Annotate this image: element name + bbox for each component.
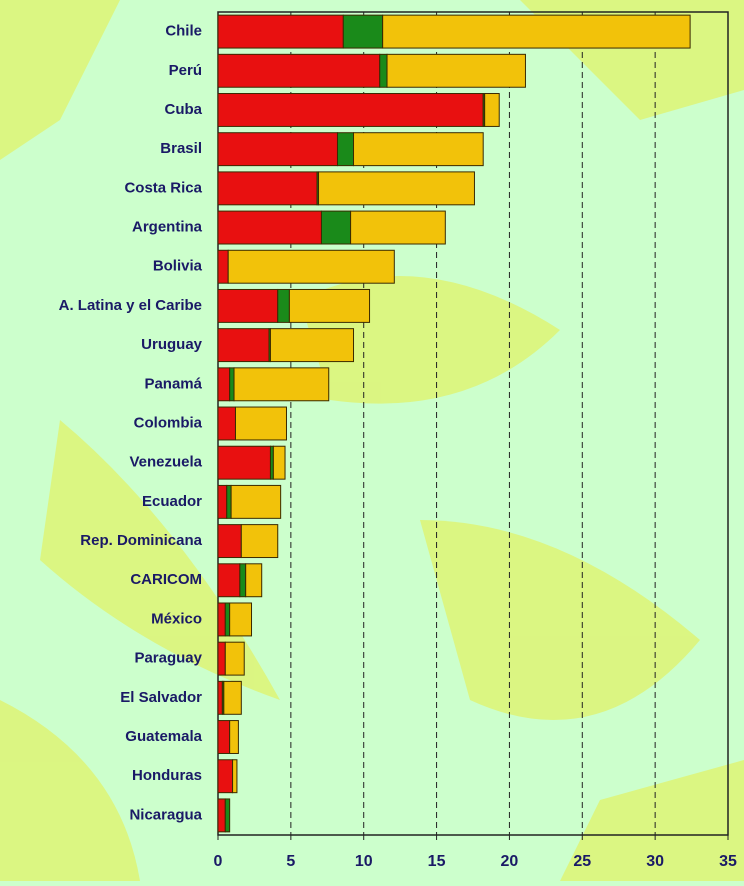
bar-segment <box>383 15 690 48</box>
bar-segment <box>231 485 281 518</box>
x-tick-label: 20 <box>501 853 519 870</box>
y-tick-label: Cuba <box>165 101 203 118</box>
y-tick-label: Uruguay <box>141 336 203 353</box>
y-tick-label: Venezuela <box>129 454 202 471</box>
x-tick-label: 25 <box>573 853 591 870</box>
bar-segment <box>228 250 394 283</box>
y-tick-label: CARICOM <box>130 571 202 588</box>
bar-segment <box>218 329 269 362</box>
bar-segment <box>218 407 235 440</box>
y-tick-label: Bolivia <box>153 258 203 275</box>
bar-segment <box>230 603 252 636</box>
bar-segment <box>218 760 233 793</box>
bar-segment <box>218 681 222 714</box>
y-tick-label: Argentina <box>132 219 203 236</box>
bar-segment <box>218 54 380 87</box>
y-tick-label: Panamá <box>144 375 202 392</box>
bar-segment <box>218 289 278 322</box>
y-tick-label: Nicaragua <box>129 806 202 823</box>
bar-segment <box>230 368 234 401</box>
bar-segment <box>218 642 225 675</box>
bar-segment <box>218 721 230 754</box>
bar-segment <box>240 564 246 597</box>
bar-segment <box>485 94 500 127</box>
bar-segment <box>218 446 270 479</box>
bar-segment <box>351 211 446 244</box>
bar-segment <box>225 603 229 636</box>
y-tick-label: Perú <box>169 62 202 79</box>
bar-segment <box>225 799 229 832</box>
bar-segment <box>218 799 225 832</box>
x-tick-label: 30 <box>646 853 664 870</box>
x-tick-label: 0 <box>214 853 223 870</box>
y-tick-label: Costa Rica <box>124 179 202 196</box>
bar-segment <box>218 250 228 283</box>
bar-segment <box>224 681 241 714</box>
bar-segment <box>321 211 350 244</box>
y-tick-label: Chile <box>165 23 202 40</box>
y-tick-label: México <box>151 610 202 627</box>
y-tick-label: Brasil <box>160 140 202 157</box>
bar-segment <box>230 721 239 754</box>
bar-segment <box>218 133 337 166</box>
bar-segment <box>233 760 237 793</box>
bar-segment <box>273 446 285 479</box>
bar-segment <box>218 94 483 127</box>
chart: 0 5 10 15 20 25 30 35 Chile Perú Cuba Brasil Costa R… <box>0 0 744 881</box>
bar-segment <box>235 407 286 440</box>
x-tick-label: 15 <box>428 853 446 870</box>
bar-segment <box>319 172 475 205</box>
bar-segment <box>343 15 382 48</box>
bar-segment <box>246 564 262 597</box>
bar-segment <box>234 368 329 401</box>
bar-segment <box>218 564 240 597</box>
bar-segment <box>337 133 353 166</box>
bar-segment <box>218 603 225 636</box>
y-tick-label: Guatemala <box>125 728 202 745</box>
y-tick-label: Honduras <box>132 767 202 784</box>
y-tick-label: Colombia <box>134 414 203 431</box>
bar-segment <box>380 54 387 87</box>
bar-segment <box>218 211 321 244</box>
bar-segment <box>270 329 353 362</box>
bar-segment <box>387 54 525 87</box>
bar-segment <box>289 289 369 322</box>
bar-segment <box>354 133 484 166</box>
bar-segment <box>218 485 227 518</box>
bar-segment <box>218 172 317 205</box>
y-tick-label: El Salvador <box>120 689 202 706</box>
y-tick-label: Rep. Dominicana <box>80 532 202 549</box>
y-tick-label: Paraguay <box>134 650 202 667</box>
bar-segment <box>218 15 343 48</box>
bar-segment <box>218 525 241 558</box>
bar-segment <box>225 642 244 675</box>
x-tick-label: 10 <box>355 853 373 870</box>
bar-segment <box>227 485 231 518</box>
x-tick-label: 35 <box>719 853 737 870</box>
background-leaves <box>0 0 744 881</box>
bar-segment <box>278 289 290 322</box>
y-tick-label: A. Latina y el Caribe <box>59 297 202 314</box>
x-tick-label: 5 <box>286 853 295 870</box>
y-tick-label: Ecuador <box>142 493 202 510</box>
bar-segment <box>241 525 277 558</box>
bar-segment <box>218 368 230 401</box>
